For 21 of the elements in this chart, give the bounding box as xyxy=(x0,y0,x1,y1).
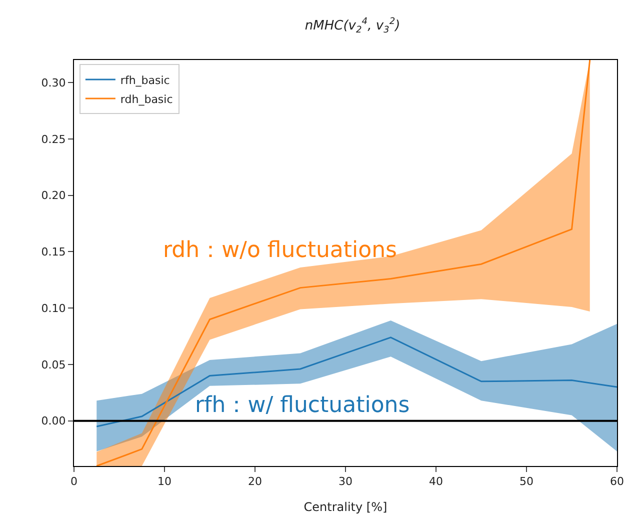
line-series xyxy=(96,336,617,428)
x-tick-label: 20 xyxy=(248,475,262,488)
y-tick-label: 0.25 xyxy=(41,132,66,146)
y-tick-label: 0.00 xyxy=(41,414,66,428)
x-tick-label: 30 xyxy=(338,475,352,488)
y-tick-label: 0.30 xyxy=(41,76,66,90)
legend-label: rfh_basic xyxy=(120,74,170,87)
x-tick-label: 40 xyxy=(429,475,443,488)
y-tick-label: 0.10 xyxy=(41,302,66,315)
annotation: rfh：w/ fluctuations xyxy=(195,393,410,418)
x-tick-label: 60 xyxy=(610,475,624,488)
x-tick-label: 10 xyxy=(158,475,172,488)
annotation: rdh：w/o fluctuations xyxy=(163,238,397,263)
y-tick-label: 0.15 xyxy=(41,246,66,259)
chart-title: nMHC(v$_{2}$$^{4}$, v$_{3}$$^{2}$) xyxy=(304,17,400,36)
legend-label: rdh_basic xyxy=(120,92,173,106)
x-tick-label: 50 xyxy=(520,475,534,488)
y-tick-label: 0.05 xyxy=(41,358,66,372)
x-axis-title: Centrality [%] xyxy=(304,500,388,514)
y-tick-label: 0.20 xyxy=(41,189,66,202)
x-tick-label: 0 xyxy=(70,475,78,488)
